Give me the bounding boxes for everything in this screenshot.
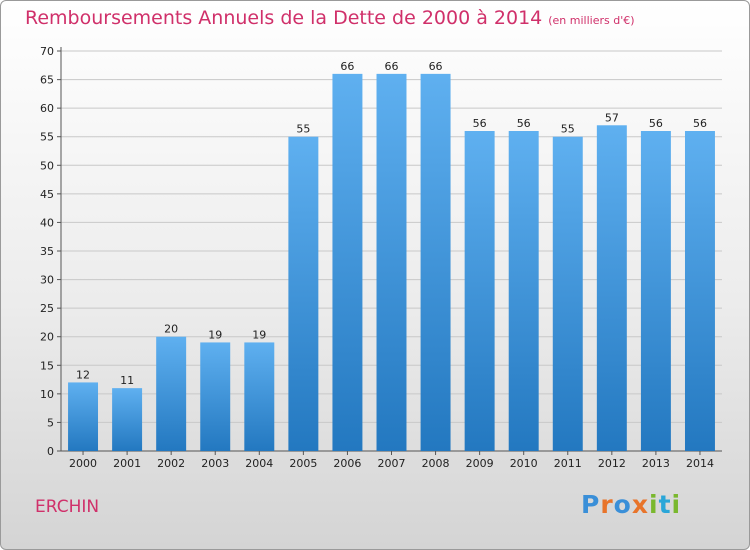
proxiti-logo: Proxiti <box>581 490 681 519</box>
data-label: 56 <box>473 117 487 130</box>
bar-2000 <box>68 382 99 451</box>
x-tick-label: 2003 <box>201 457 229 470</box>
x-tick-label: 2014 <box>686 457 714 470</box>
x-tick-label: 2008 <box>422 457 450 470</box>
x-tick-label: 2002 <box>157 457 185 470</box>
labels: 0 5 10 15 20 25 30 35 40 45 50 55 60 65 70 12 2000 11 2001… <box>40 45 714 470</box>
y-tick-label: 40 <box>40 216 54 229</box>
logo-letter: x <box>631 490 649 519</box>
bar-2009 <box>464 131 495 451</box>
bar-2001 <box>112 388 143 451</box>
data-label: 56 <box>649 117 663 130</box>
y-tick-label: 0 <box>47 445 54 458</box>
bar-2004 <box>244 342 275 451</box>
y-tick-label: 60 <box>40 102 54 115</box>
y-tick-label: 10 <box>40 388 54 401</box>
x-tick-label: 2000 <box>69 457 97 470</box>
logo-letter: P <box>581 490 601 519</box>
x-tick-label: 2010 <box>510 457 538 470</box>
commune-name: ERCHIN <box>35 497 100 517</box>
x-tick-label: 2013 <box>642 457 670 470</box>
bars <box>68 73 715 452</box>
data-label: 66 <box>340 60 354 73</box>
bar-2007 <box>376 73 407 451</box>
x-tick-label: 2012 <box>598 457 626 470</box>
y-tick-label: 35 <box>40 245 54 258</box>
data-label: 20 <box>164 323 178 336</box>
x-tick-label: 2011 <box>554 457 582 470</box>
bar-2011 <box>552 136 583 451</box>
x-tick-label: 2007 <box>378 457 406 470</box>
x-tick-label: 2009 <box>466 457 494 470</box>
y-tick-label: 30 <box>40 274 54 287</box>
data-label: 55 <box>296 123 310 136</box>
y-tick-label: 65 <box>40 74 54 87</box>
x-tick-label: 2004 <box>245 457 273 470</box>
y-tick-label: 25 <box>40 302 54 315</box>
data-label: 56 <box>517 117 531 130</box>
bar-2013 <box>640 131 671 451</box>
y-tick-label: 50 <box>40 159 54 172</box>
bar-2014 <box>684 131 715 451</box>
data-label: 19 <box>208 328 222 341</box>
chart-title: Remboursements Annuels de la Dette de 20… <box>25 7 635 29</box>
logo-letter: i <box>671 490 682 519</box>
data-label: 66 <box>429 60 443 73</box>
x-tick-label: 2001 <box>113 457 141 470</box>
bar-2010 <box>508 131 539 451</box>
x-tick-label: 2005 <box>289 457 317 470</box>
data-label: 66 <box>385 60 399 73</box>
data-label: 11 <box>120 374 134 387</box>
data-label: 55 <box>561 123 575 136</box>
data-label: 12 <box>76 368 90 381</box>
y-tick-label: 20 <box>40 331 54 344</box>
y-tick-label: 70 <box>40 45 54 58</box>
chart-unit-note: (en milliers d'€) <box>548 14 635 27</box>
chart-title-text: Remboursements Annuels de la Dette de 20… <box>25 7 543 29</box>
y-tick-label: 55 <box>40 131 54 144</box>
y-tick-label: 5 <box>47 416 54 429</box>
bar-2005 <box>288 136 319 451</box>
bar-2008 <box>420 73 451 451</box>
logo-letter: o <box>613 490 632 519</box>
bar-2006 <box>332 73 363 451</box>
logo-letter: i <box>649 490 659 519</box>
data-label: 56 <box>693 117 707 130</box>
data-label: 57 <box>605 111 619 124</box>
logo-letter: t <box>658 490 672 519</box>
bar-2003 <box>200 342 231 451</box>
bar-2002 <box>156 336 187 451</box>
bar-2012 <box>596 125 627 452</box>
y-tick-label: 15 <box>40 359 54 372</box>
x-tick-label: 2006 <box>333 457 361 470</box>
y-tick-label: 45 <box>40 188 54 201</box>
data-label: 19 <box>252 328 266 341</box>
logo-letter: r <box>600 490 614 519</box>
